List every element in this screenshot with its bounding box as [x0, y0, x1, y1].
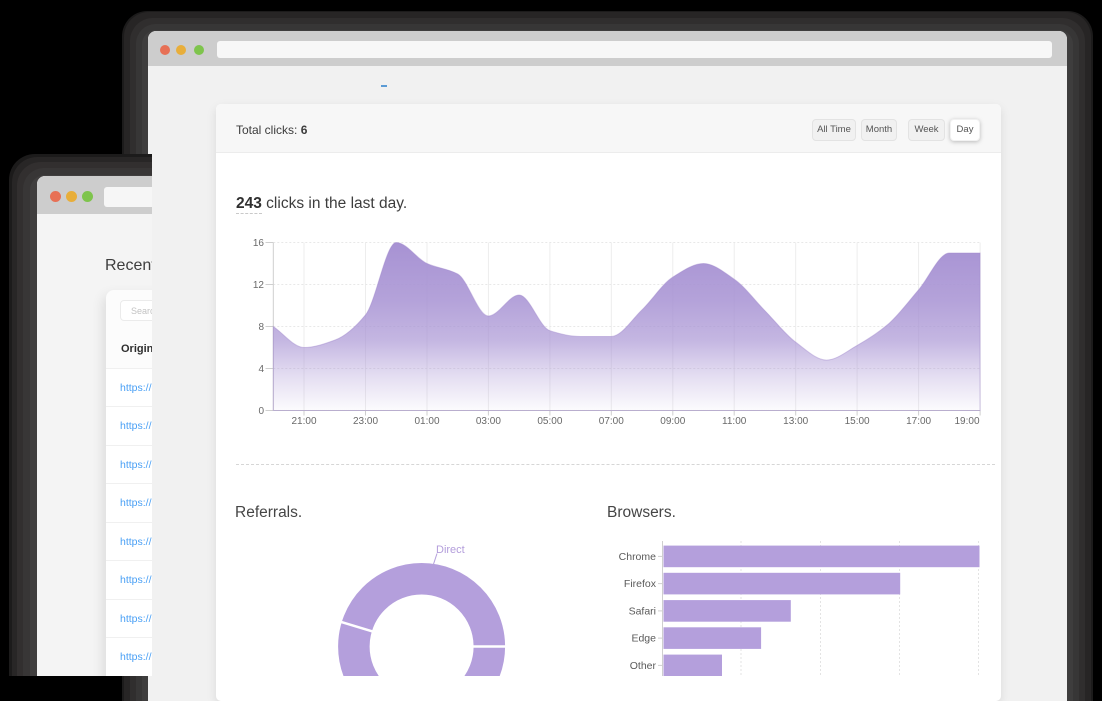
svg-text:Other: Other — [630, 660, 657, 672]
svg-text:07:00: 07:00 — [599, 416, 624, 427]
svg-text:12: 12 — [253, 280, 265, 291]
svg-text:13:00: 13:00 — [783, 416, 808, 427]
svg-text:8: 8 — [258, 322, 264, 333]
svg-text:19:00: 19:00 — [954, 416, 979, 427]
svg-text:11:00: 11:00 — [722, 416, 747, 427]
svg-text:05:00: 05:00 — [537, 416, 562, 427]
svg-text:Chrome: Chrome — [619, 551, 657, 563]
svg-text:Firefox: Firefox — [624, 578, 657, 590]
svg-text:Safari: Safari — [629, 606, 656, 618]
svg-text:09:00: 09:00 — [660, 416, 685, 427]
svg-text:16: 16 — [253, 238, 265, 249]
svg-text:4: 4 — [258, 364, 264, 375]
svg-text:03:00: 03:00 — [476, 416, 501, 427]
svg-text:21:00: 21:00 — [291, 416, 316, 427]
svg-text:0: 0 — [258, 406, 264, 417]
svg-text:Direct: Direct — [436, 544, 465, 556]
svg-text:Edge: Edge — [631, 633, 656, 645]
svg-text:15:00: 15:00 — [845, 416, 870, 427]
svg-text:01:00: 01:00 — [414, 416, 439, 427]
svg-text:17:00: 17:00 — [906, 416, 931, 427]
svg-text:23:00: 23:00 — [353, 416, 378, 427]
